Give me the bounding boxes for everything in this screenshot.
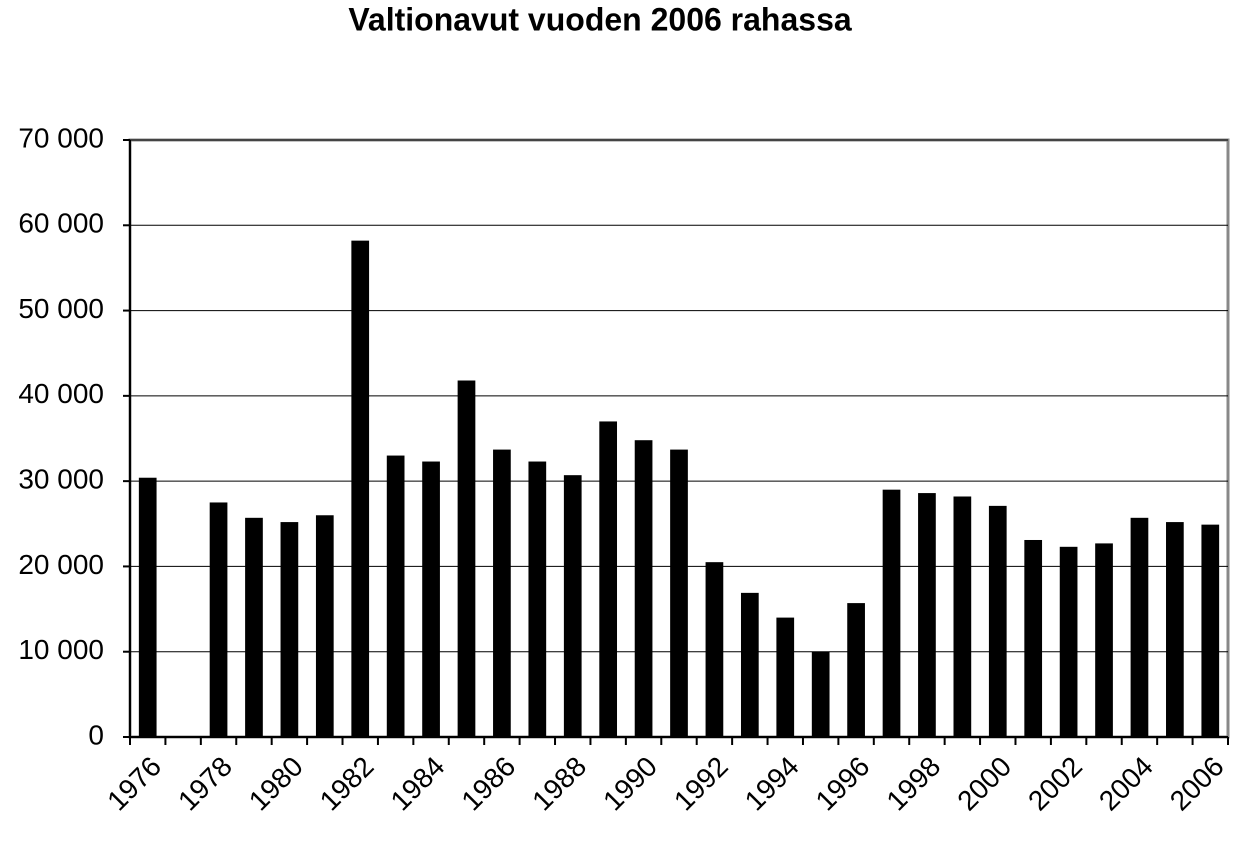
y-tick-label: 10 000 — [18, 634, 104, 665]
y-tick-label: 50 000 — [18, 293, 104, 324]
y-tick-label: 60 000 — [18, 208, 104, 239]
x-tick-label: 1996 — [810, 751, 876, 817]
x-tick-label: 1976 — [101, 751, 167, 817]
bar — [634, 440, 653, 737]
bar — [563, 475, 582, 737]
bar — [740, 592, 759, 737]
bar — [1130, 517, 1149, 737]
bar — [953, 496, 972, 737]
bar — [209, 502, 228, 737]
x-tick-label: 1988 — [526, 751, 592, 817]
y-tick-label: 0 — [88, 719, 104, 750]
x-tick-label: 1998 — [880, 751, 946, 817]
x-tick-label: 2004 — [1093, 751, 1159, 817]
chart-title: Valtionavut vuoden 2006 rahassa — [348, 1, 852, 37]
bar — [315, 515, 334, 737]
y-tick-label: 40 000 — [18, 378, 104, 409]
bar — [138, 477, 157, 737]
x-tick-label: 2006 — [1164, 751, 1230, 817]
bar — [1201, 524, 1220, 737]
bar — [847, 603, 865, 737]
bar — [280, 522, 299, 737]
x-tick-label: 1984 — [385, 751, 451, 817]
y-tick-label: 20 000 — [18, 549, 104, 580]
x-tick-label: 1994 — [739, 751, 805, 817]
x-tick-label: 1986 — [455, 751, 521, 817]
bar — [1024, 539, 1043, 737]
bar — [1059, 546, 1078, 737]
x-tick-label: 2002 — [1022, 751, 1088, 817]
bar — [776, 617, 795, 737]
bar — [670, 449, 688, 737]
bar — [457, 380, 476, 737]
bar — [811, 651, 830, 737]
bar — [493, 449, 511, 737]
x-tick-label: 1978 — [172, 751, 238, 817]
y-tick-label: 70 000 — [18, 122, 104, 153]
bar — [1095, 543, 1113, 737]
bar — [422, 461, 440, 737]
bar — [705, 562, 724, 737]
x-tick-label: 1982 — [314, 751, 380, 817]
bar — [882, 489, 901, 737]
x-tick-label: 1990 — [597, 751, 663, 817]
bar — [351, 240, 370, 737]
bar — [386, 455, 405, 737]
bar — [245, 517, 263, 737]
y-tick-label: 30 000 — [18, 464, 104, 495]
bar — [528, 461, 547, 737]
x-tick-label: 1980 — [243, 751, 309, 817]
bar — [599, 421, 618, 737]
x-tick-label: 2000 — [951, 751, 1017, 817]
bar — [918, 493, 936, 737]
bar — [1166, 522, 1184, 737]
x-tick-label: 1992 — [668, 751, 734, 817]
bar — [988, 505, 1007, 737]
